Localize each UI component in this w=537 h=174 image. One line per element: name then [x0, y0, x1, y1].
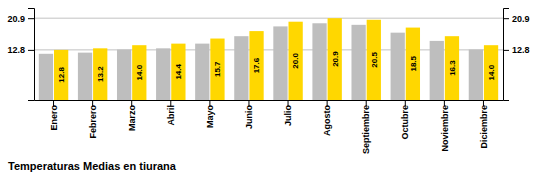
data-label: 20.0 — [291, 53, 300, 69]
tick: 12.8 — [7, 45, 34, 55]
bars — [39, 18, 498, 100]
bar — [469, 49, 483, 100]
bar — [249, 31, 263, 100]
tick-label: Enero — [49, 105, 59, 131]
tick-label: Junio — [244, 104, 254, 129]
bar — [484, 45, 498, 100]
tick: Mayo — [205, 100, 215, 128]
tick-label: Noviembre — [440, 105, 450, 152]
data-label: 20.9 — [331, 51, 340, 67]
data-label: 17.6 — [252, 57, 261, 73]
bar — [93, 48, 107, 100]
tick: 20.9 — [503, 14, 530, 24]
tick: Octubre — [400, 100, 410, 140]
bar — [288, 22, 302, 100]
y-axis: 12.8 20.9 — [7, 9, 34, 101]
chart: 12.8 13.2 14.0 14.4 15.7 17.6 20.0 20.9 20.5 18.5… — [0, 0, 537, 174]
tick-label: 20.9 — [512, 14, 530, 24]
data-label: 20.5 — [370, 52, 379, 68]
axis-line — [35, 100, 504, 101]
axis-line — [28, 9, 35, 101]
bar — [430, 41, 444, 100]
bar — [234, 36, 248, 100]
bar — [406, 28, 420, 100]
data-label: 14.0 — [487, 64, 496, 80]
data-label: 15.7 — [213, 61, 222, 77]
tick: 20.9 — [7, 14, 34, 24]
tick-label: 20.9 — [7, 14, 25, 24]
bar — [117, 49, 131, 100]
data-label: 13.2 — [96, 66, 105, 82]
data-label: 12.8 — [57, 67, 66, 83]
tick: Enero — [49, 100, 59, 131]
tick: Abril — [166, 100, 176, 126]
tick-label: Mayo — [205, 105, 215, 129]
bar — [273, 26, 287, 100]
x-axis: Enero Febrero Marzo Abril Mayo Junio Julio Agos… — [35, 100, 504, 154]
tick-label: Agosto — [322, 105, 332, 136]
bar — [156, 48, 170, 100]
tick-label: 12.8 — [512, 45, 530, 55]
tick: Septiembre — [361, 100, 371, 154]
tick-label: Octubre — [400, 105, 410, 140]
tick-mark — [28, 50, 34, 51]
tick: Noviembre — [440, 100, 450, 152]
bar — [328, 18, 342, 100]
tick: Julio — [283, 100, 293, 126]
bar — [367, 20, 381, 100]
tick-mark — [28, 18, 34, 19]
tick-label: 12.8 — [7, 45, 25, 55]
tick: Junio — [244, 100, 254, 129]
bar — [445, 36, 459, 100]
grid-line — [34, 18, 503, 19]
tick-label: Septiembre — [361, 105, 371, 154]
tick-label: Diciembre — [479, 105, 489, 149]
tick-mark — [503, 18, 509, 19]
title: Temperaturas Medias en tiurana — [8, 160, 177, 172]
tick-label: Julio — [283, 105, 293, 127]
tick-label: Marzo — [127, 105, 137, 132]
bar — [312, 23, 326, 100]
bar — [171, 44, 185, 100]
tick: 12.8 — [503, 45, 530, 55]
tick-mark — [503, 50, 509, 51]
bar — [39, 54, 53, 100]
axis-line — [504, 9, 510, 101]
plot: 12.8 13.2 14.0 14.4 15.7 17.6 20.0 20.9 20.5 18.5… — [7, 9, 529, 155]
bar — [210, 39, 224, 100]
bar — [351, 25, 365, 100]
data-label: 14.0 — [135, 64, 144, 80]
data-label: 16.3 — [448, 60, 457, 76]
data-label: 18.5 — [409, 55, 418, 71]
tick: Diciembre — [479, 100, 489, 149]
data-label: 14.4 — [174, 63, 183, 79]
y2-axis: 12.8 20.9 — [503, 9, 530, 101]
tick-label: Febrero — [88, 105, 98, 139]
bar — [132, 45, 146, 100]
bar — [391, 33, 405, 100]
bar — [78, 53, 92, 100]
tick-label: Abril — [166, 105, 176, 126]
bar — [195, 44, 209, 100]
data-labels: 12.8 13.2 14.0 14.4 15.7 17.6 20.0 20.9 20.5 18.5… — [57, 51, 496, 83]
tick: Febrero — [88, 100, 98, 139]
bar — [54, 50, 68, 100]
tick: Agosto — [322, 100, 332, 136]
tick: Marzo — [127, 100, 137, 131]
